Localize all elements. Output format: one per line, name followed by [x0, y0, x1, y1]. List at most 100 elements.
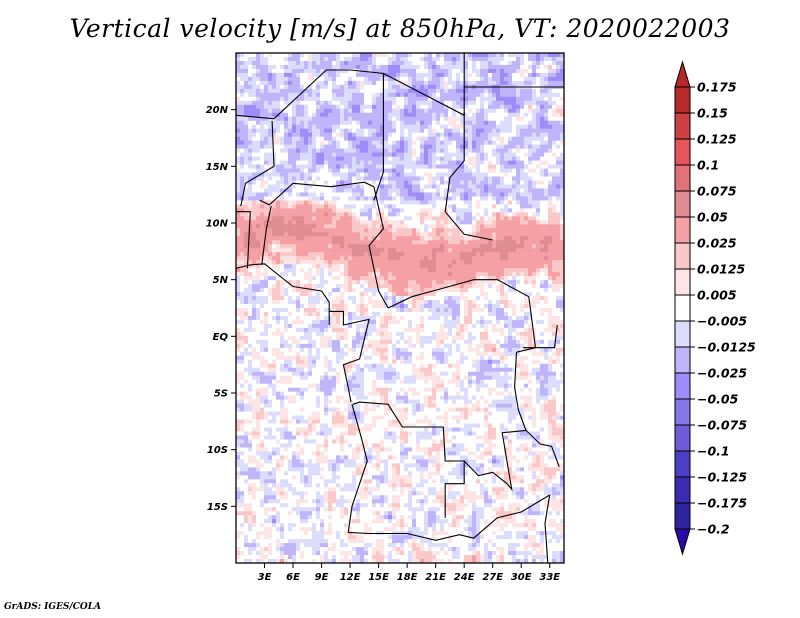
field-cell: [456, 104, 461, 110]
field-cell: [456, 124, 461, 130]
field-cell: [276, 236, 281, 241]
field-cell: [460, 288, 465, 293]
field-cell: [248, 276, 253, 281]
field-cell: [312, 96, 317, 102]
field-cell: [472, 204, 477, 209]
field-cell: [344, 132, 349, 138]
field-cell: [364, 84, 369, 90]
field-cell: [284, 200, 289, 205]
field-cell: [388, 204, 393, 209]
field-cell: [320, 56, 325, 62]
field-cell: [308, 76, 313, 82]
field-cell: [336, 120, 341, 126]
field-cell: [532, 116, 537, 122]
field-cell: [256, 180, 261, 185]
field-cell: [344, 152, 349, 157]
field-cell: [448, 200, 453, 205]
field-cell: [520, 192, 525, 197]
field-cell: [512, 124, 517, 130]
field-cell: [340, 120, 345, 126]
field-cell: [396, 248, 401, 253]
field-cell: [332, 240, 337, 245]
field-cell: [532, 53, 537, 58]
field-cell: [416, 128, 421, 134]
field-cell: [392, 256, 397, 261]
field-cell: [500, 232, 505, 237]
field-cell: [320, 92, 325, 98]
field-cell: [248, 112, 253, 118]
field-cell: [304, 292, 309, 297]
field-cell: [284, 168, 289, 173]
field-cell: [532, 176, 537, 181]
field-cell: [308, 260, 313, 265]
field-cell: [484, 92, 489, 98]
field-cell: [352, 236, 357, 241]
field-cell: [312, 188, 317, 193]
field-cell: [300, 132, 305, 138]
field-cell: [452, 288, 457, 293]
field-cell: [384, 132, 389, 138]
field-cell: [276, 252, 281, 257]
field-cell: [520, 72, 525, 78]
field-cell: [336, 160, 341, 165]
field-cell: [464, 164, 469, 169]
field-cell: [416, 280, 421, 285]
field-cell: [252, 108, 257, 114]
field-cell: [312, 116, 317, 122]
field-cell: [460, 100, 465, 106]
field-cell: [312, 244, 317, 249]
field-cell: [292, 192, 297, 197]
field-cell: [444, 140, 449, 146]
field-cell: [396, 56, 401, 62]
field-cell: [520, 116, 525, 122]
field-cell: [412, 136, 417, 142]
field-cell: [236, 64, 241, 70]
field-cell: [464, 152, 469, 157]
field-cell: [384, 53, 389, 58]
field-cell: [488, 140, 493, 146]
field-cell: [372, 176, 377, 181]
field-cell: [492, 144, 497, 150]
field-cell: [344, 56, 349, 62]
field-cell: [392, 96, 397, 102]
field-cell: [320, 72, 325, 78]
field-cell: [416, 144, 421, 150]
field-cell: [292, 84, 297, 90]
field-cell: [488, 184, 493, 189]
field-cell: [260, 212, 265, 217]
field-cell: [248, 152, 253, 157]
field-cell: [548, 116, 553, 122]
field-cell: [484, 164, 489, 169]
field-cell: [240, 108, 245, 114]
field-cell: [468, 264, 473, 269]
field-cell: [296, 268, 301, 273]
field-cell: [476, 140, 481, 146]
field-cell: [512, 204, 517, 209]
field-cell: [272, 176, 277, 181]
field-cell: [420, 276, 425, 281]
field-cell: [540, 88, 545, 94]
field-cell: [436, 56, 441, 62]
field-cell: [516, 200, 521, 205]
field-cell: [524, 136, 529, 142]
field-cell: [332, 248, 337, 253]
field-cell: [336, 208, 341, 213]
field-cell: [500, 252, 505, 257]
field-cell: [408, 64, 413, 70]
field-cell: [484, 140, 489, 146]
field-cell: [548, 100, 553, 106]
field-cell: [480, 188, 485, 193]
field-cell: [312, 172, 317, 177]
field-cell: [296, 244, 301, 249]
field-cell: [504, 216, 509, 221]
field-cell: [312, 168, 317, 173]
field-cell: [528, 104, 533, 110]
field-cell: [348, 84, 353, 90]
field-cell: [440, 232, 445, 237]
field-cell: [284, 284, 289, 289]
field-cell: [428, 152, 433, 157]
field-cell: [516, 172, 521, 177]
field-cell: [452, 152, 457, 157]
field-cell: [464, 80, 469, 86]
field-cell: [500, 208, 505, 213]
